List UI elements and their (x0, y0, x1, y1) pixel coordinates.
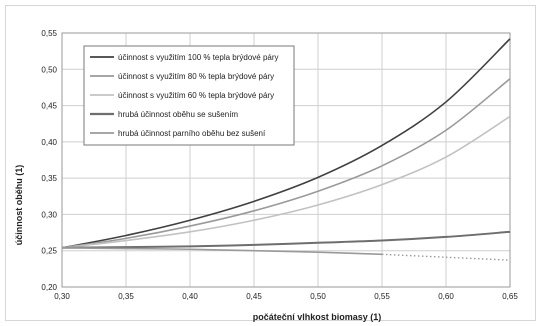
y-tick-label: 0,45 (41, 102, 57, 111)
series-line-3 (61, 115, 511, 249)
y-tick-label: 0,35 (41, 174, 57, 183)
x-tick-label: 0,30 (54, 292, 70, 301)
legend-entry: účinnost s využitím 60 % tepla brýdové p… (118, 91, 274, 100)
x-tick-label: 0,50 (310, 292, 326, 301)
plot-area (61, 32, 511, 288)
legend-box (83, 45, 295, 146)
series-line-2 (61, 78, 511, 249)
legend-entry: účinnost s využitím 80 % tepla brýdové p… (118, 72, 274, 81)
y-tick-label: 0,50 (41, 65, 57, 74)
x-tick-label: 0,35 (118, 292, 134, 301)
y-axis-label: účinnost oběhu (1) (14, 165, 24, 246)
y-tick-label: 0,55 (41, 29, 57, 38)
legend-entry: hrubá účinnost oběhu se sušením (118, 110, 238, 119)
x-tick-label: 0,45 (246, 292, 262, 301)
y-tick-label: 0,40 (41, 138, 57, 147)
x-axis-label: počáteční vlhkost biomasy (1) (253, 312, 382, 322)
y-tick-label: 0,30 (41, 210, 57, 219)
series-lines (61, 38, 511, 261)
x-tick-label: 0,55 (374, 292, 390, 301)
series-line-4 (61, 230, 511, 249)
series-line-5 (61, 247, 383, 256)
legend-entry: hrubá účinnost parního oběhu bez sušení (118, 129, 266, 138)
plot-area-border (61, 32, 511, 288)
x-tick-label: 0,60 (438, 292, 454, 301)
series-line-5-dotted (381, 253, 511, 261)
legend-entry: účinnost s využitím 100 % tepla brýdové … (118, 53, 279, 62)
x-tick-label: 0,40 (182, 292, 198, 301)
y-tick-label: 0,25 (41, 247, 57, 256)
series-line-1 (61, 38, 511, 249)
y-tick-label: 0,20 (41, 283, 57, 292)
x-tick-label: 0,65 (502, 292, 518, 301)
y-axis-ticks: 0,20 0,25 0,30 0,35 0,40 0,45 0,50 0,55 (41, 29, 57, 292)
x-axis-ticks: 0,30 0,35 0,40 0,45 0,50 0,55 0,60 0,65 (54, 292, 518, 301)
legend: účinnost s využitím 100 % tepla brýdové … (83, 45, 295, 146)
